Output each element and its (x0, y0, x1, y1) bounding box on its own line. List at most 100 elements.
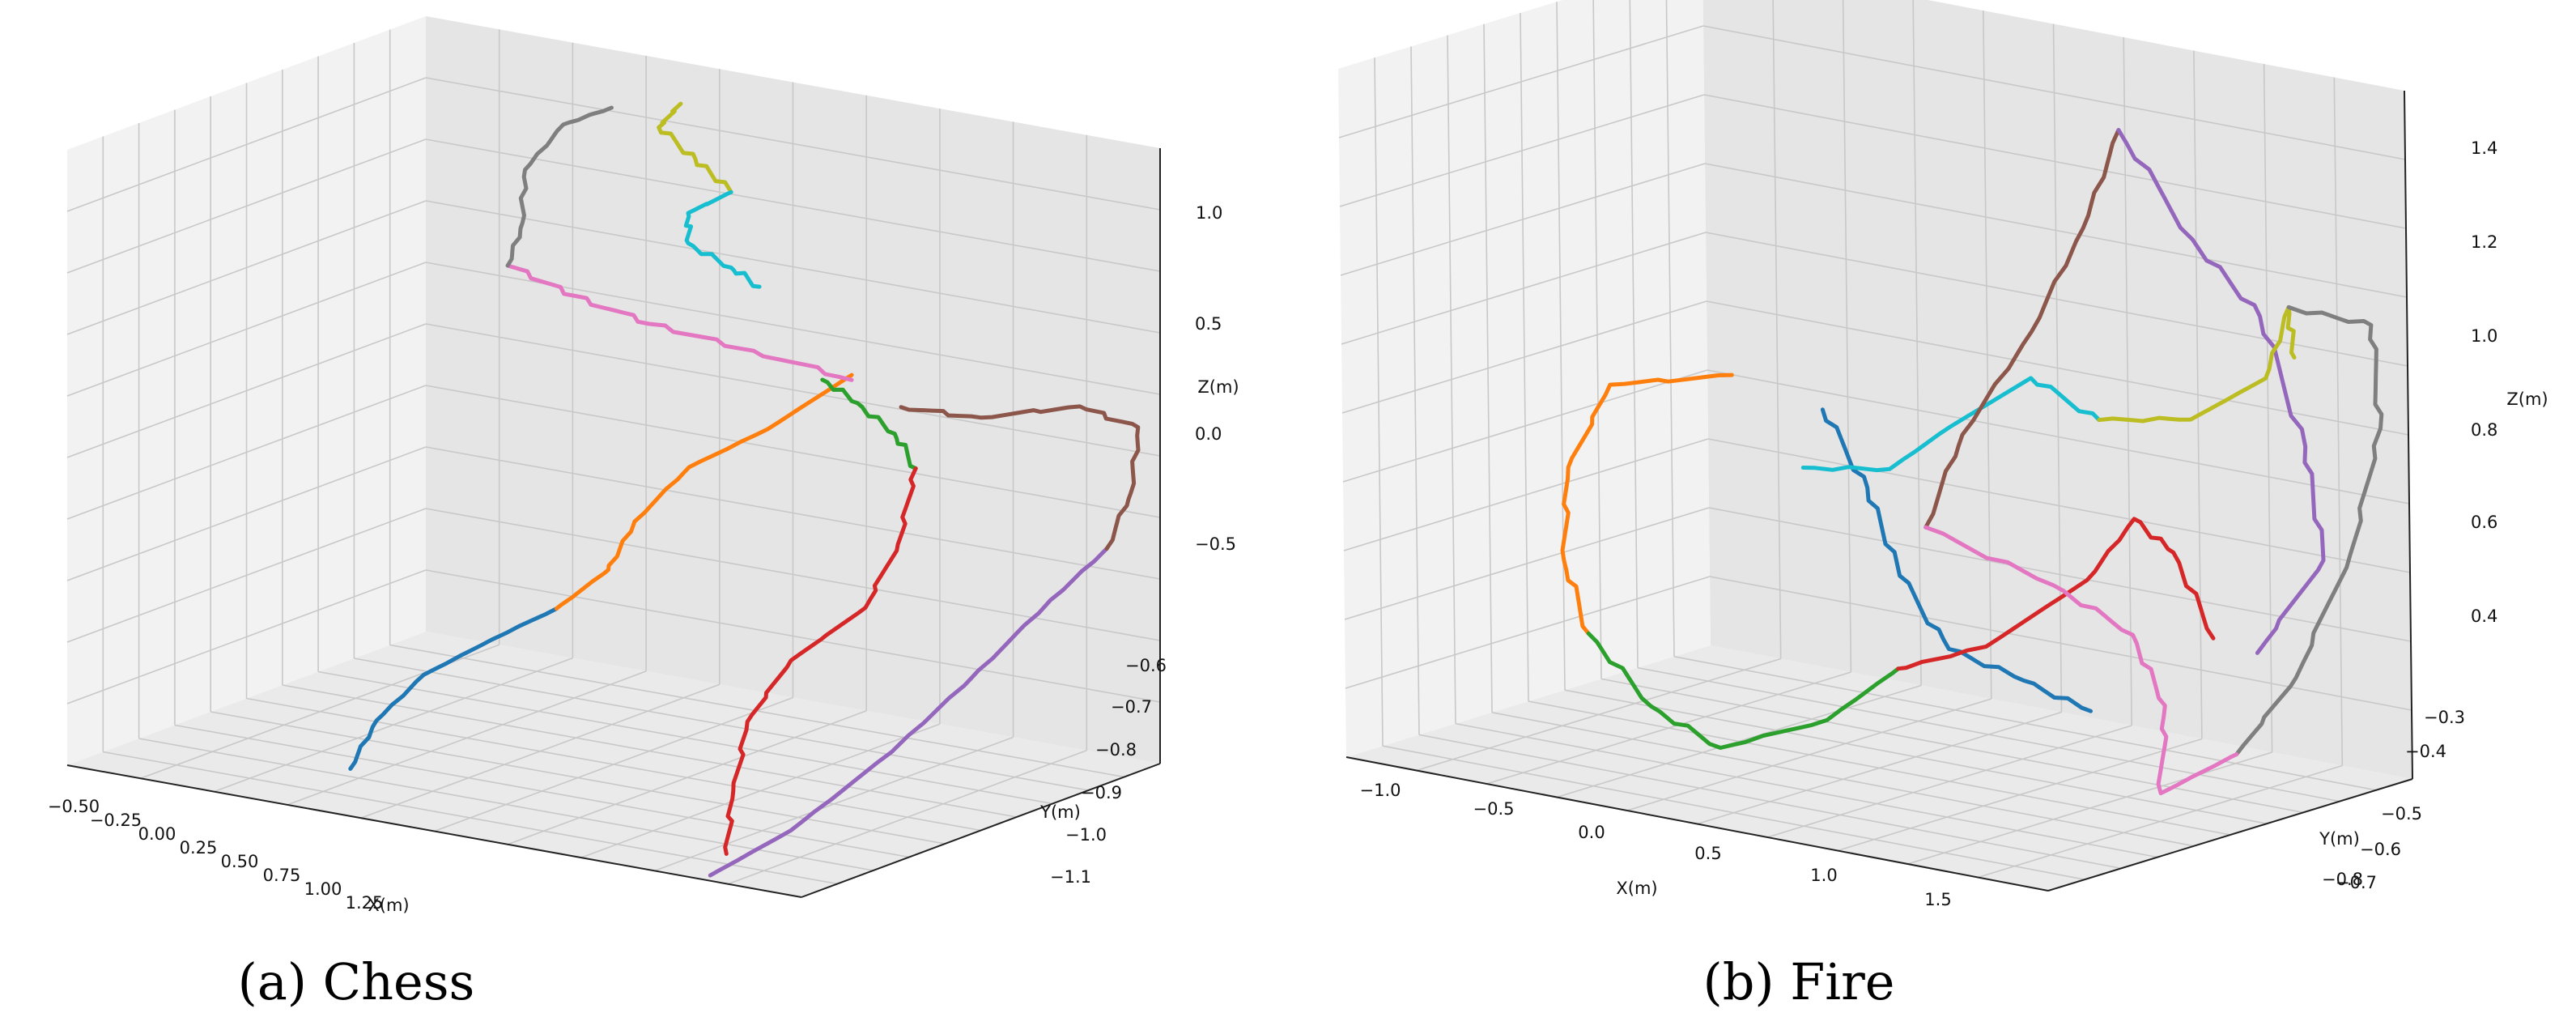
gridline (2333, 77, 2344, 766)
trajectory-segment-8 (505, 105, 614, 268)
trajectory-segment-6 (1923, 128, 2121, 530)
z-tick-label: 1.0 (2471, 326, 2497, 346)
chart-chess: −0.50−0.250.000.250.500.751.001.25 −0.6 −0… (48, 16, 1239, 915)
z-tick-label: 0.8 (2471, 420, 2497, 440)
gridline (66, 323, 427, 458)
gridline (425, 77, 1161, 211)
gridline (1907, 751, 2272, 865)
gridline (1837, 738, 2203, 852)
trajectory-segment-3 (1586, 631, 1901, 750)
x-axis-label: X(m) (368, 896, 409, 915)
x-tick-label: 0.75 (263, 866, 301, 885)
gridline (1341, 300, 1707, 414)
gridline (1340, 163, 1706, 276)
y-tick-label: −1.1 (1050, 867, 1091, 887)
y-axis-line (801, 763, 1161, 898)
gridline (1703, 94, 2407, 229)
x-tick-label: −1.0 (1360, 781, 1401, 800)
z-axis-label: Z(m) (2506, 389, 2548, 409)
gridline (2123, 36, 2132, 726)
z-tick-label: 1.4 (2471, 138, 2497, 158)
x-tick-label: 1.5 (1924, 890, 1951, 909)
trajectory-segment-9 (657, 101, 733, 194)
chart-fire: −1.0 −0.5 0.0 0.5 1.0 1.5 −0.3 −0.4 −0.5 −0.6 −0.7… (1338, 0, 2548, 909)
x-tick-label: 1.25 (346, 893, 384, 913)
gridline (1528, 700, 2231, 836)
trajectory-segment-1 (348, 607, 559, 771)
x-tick-label: −0.25 (90, 811, 142, 830)
z-tick-label: 0.4 (2471, 607, 2497, 626)
x-tick-label: 0.50 (221, 852, 259, 871)
x-tick-label: −0.5 (1473, 799, 1515, 819)
y-tick-label: −0.3 (2424, 708, 2465, 727)
gridline (728, 749, 1087, 885)
gridline (1556, 2, 1566, 691)
trajectory-segment-1 (1560, 372, 1734, 636)
gridline (246, 697, 981, 832)
trajectory-segment-4 (1896, 517, 2216, 671)
trajectory-segment-10 (1923, 525, 2239, 796)
caption-chess: (a) Chess (238, 952, 475, 1011)
gridline (66, 77, 427, 212)
gridline (1592, 0, 1602, 679)
x-axis-label: X(m) (1616, 879, 1657, 898)
x-tick-label: 0.5 (1694, 844, 1721, 863)
gridline (507, 710, 867, 845)
z-tick-label: 0.0 (1195, 424, 1222, 444)
x-tick-label: −0.50 (48, 797, 100, 816)
z-axis-line (2404, 90, 2413, 780)
y-tick-label: −0.6 (1125, 656, 1167, 675)
gridline (1629, 0, 1639, 668)
y-tick-label: −1.0 (1065, 825, 1107, 845)
trajectory-segment-8 (2097, 304, 2297, 423)
gridline (1338, 25, 1704, 138)
trajectory-segment-2 (1820, 407, 2093, 713)
z-axis-label: Z(m) (1197, 377, 1239, 397)
gridline (1564, 689, 2268, 824)
trajectory-segment-6 (899, 404, 1141, 551)
x-tick-label: 1.0 (1810, 866, 1837, 885)
z-tick-label: 1.2 (2471, 232, 2497, 252)
gridline (66, 262, 427, 397)
x-tick-label: 0.00 (138, 824, 176, 844)
y-tick-label: −0.6 (2360, 840, 2401, 859)
y-tick-label: −0.5 (2381, 804, 2422, 824)
gridline (425, 200, 1161, 334)
x-tick-label: 0.0 (1578, 823, 1605, 842)
gridline (354, 658, 1089, 791)
gridline (1339, 94, 1705, 207)
gridline (282, 684, 1017, 818)
gridline (1341, 232, 1707, 345)
y-tick-label: −0.7 (2336, 873, 2377, 892)
z-tick-label: 0.6 (2471, 513, 2497, 532)
y-tick-label: −0.8 (2322, 870, 2363, 889)
gridline (2193, 50, 2203, 739)
gridline (425, 323, 1161, 457)
trajectory-segment-2 (554, 372, 854, 611)
y-axis-line (2047, 778, 2413, 892)
x-tick-label: 0.25 (180, 838, 218, 858)
trajectory-segment-9 (2234, 304, 2384, 756)
gridline (1704, 163, 2408, 298)
trajectory-segment-10 (683, 189, 762, 289)
y-tick-label: −0.9 (1081, 783, 1122, 802)
trajectory-segment-5 (1800, 376, 2102, 473)
gridline (1673, 656, 2377, 791)
z-tick-label: 0.5 (1195, 314, 1222, 334)
trajectory-segment-7 (2116, 128, 2326, 655)
y-tick-label: −0.8 (1095, 740, 1137, 760)
gridline (1665, 0, 1675, 657)
gridline (66, 138, 427, 274)
trajectory-segment-7 (505, 263, 854, 382)
x-axis-line (66, 764, 802, 898)
y-tick-label: −0.7 (1111, 697, 1152, 717)
gridline (1702, 25, 2406, 160)
gridline (654, 736, 1014, 872)
gridline (1637, 666, 2340, 802)
x-axis-line (1345, 756, 2049, 892)
trajectory-segment-5 (708, 547, 1109, 878)
gridline (317, 670, 1053, 805)
gridline (580, 723, 941, 858)
gridline (66, 200, 427, 335)
